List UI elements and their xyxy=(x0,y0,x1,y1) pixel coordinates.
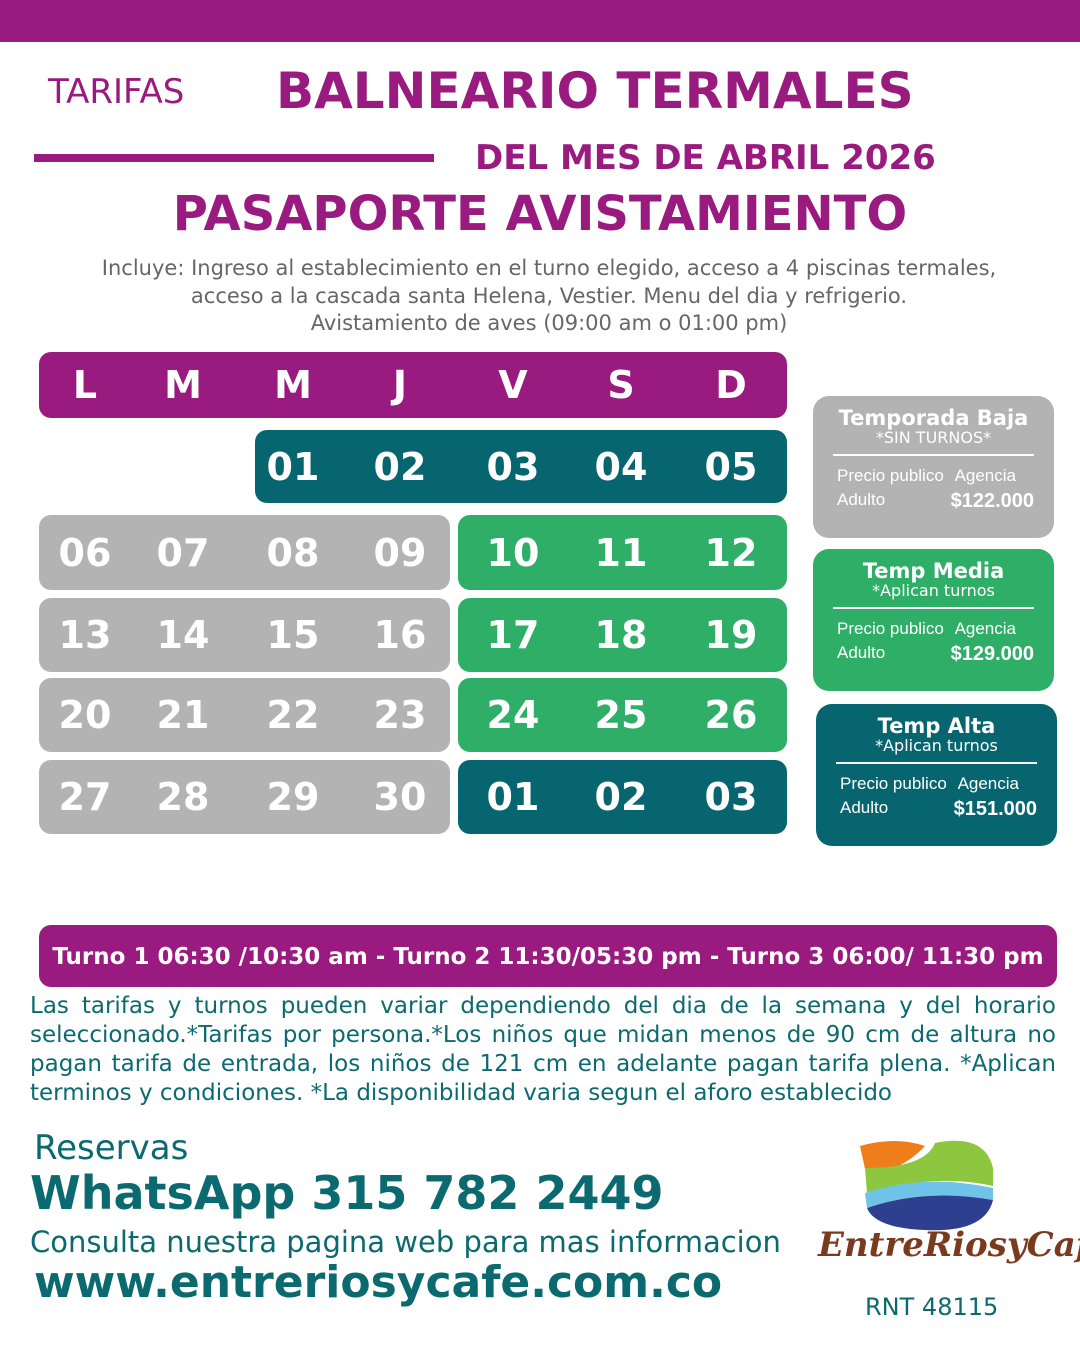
calendar-day[interactable]: 02 xyxy=(594,775,648,819)
calendar-day[interactable]: 01 xyxy=(266,444,320,489)
col-label: Precio publico xyxy=(840,774,947,793)
weekday-label: V xyxy=(498,363,528,407)
week-segment-baja: 27 28 29 30 xyxy=(39,760,450,834)
calendar-day[interactable]: 04 xyxy=(594,444,648,489)
reservas-label: Reservas xyxy=(34,1128,189,1168)
divider xyxy=(34,154,434,162)
calendar-day[interactable]: 30 xyxy=(373,775,427,819)
calendar-day[interactable]: 03 xyxy=(704,775,758,819)
calendar-day[interactable]: 13 xyxy=(58,613,112,657)
includes-text: Incluye: Ingreso al establecimiento en e… xyxy=(0,255,1080,338)
calendar-day[interactable]: 21 xyxy=(156,693,210,737)
calendar-day[interactable]: 17 xyxy=(486,613,540,657)
calendar-day[interactable]: 01 xyxy=(486,775,540,819)
rnt-label: RNT 48115 xyxy=(865,1293,999,1321)
calendar-day[interactable]: 22 xyxy=(266,693,320,737)
season-note: *SIN TURNOS* xyxy=(875,428,992,447)
top-bar xyxy=(0,0,1080,42)
price-card: Temp Alta *Aplican turnos Precio publico… xyxy=(816,704,1057,846)
whatsapp-number[interactable]: WhatsApp 315 782 2449 xyxy=(30,1166,664,1220)
week-segment-media: 24 25 26 xyxy=(458,678,787,752)
terms-text: Las tarifas y turnos pueden variar depen… xyxy=(30,993,1056,1106)
calendar-day[interactable]: 06 xyxy=(58,530,112,575)
calendar-day[interactable]: 28 xyxy=(156,775,210,819)
calendar-day[interactable]: 29 xyxy=(266,775,320,819)
week-segment-alta: 01 02 03 04 05 xyxy=(255,430,787,503)
calendar-day[interactable]: 24 xyxy=(486,693,540,737)
calendar-day[interactable]: 23 xyxy=(373,693,427,737)
weekday-label: M xyxy=(164,363,202,407)
tarifas-label: TARIFAS xyxy=(48,72,185,112)
calendar-day[interactable]: 18 xyxy=(594,613,648,657)
plan-title: PASAPORTE AVISTAMIENTO xyxy=(172,186,908,242)
week-segment-media: 17 18 19 xyxy=(458,598,787,672)
includes-line: acceso a la cascada santa Helena, Vestie… xyxy=(190,283,908,308)
calendar-day[interactable]: 02 xyxy=(373,444,427,489)
col-label: Agencia xyxy=(954,466,1016,485)
calendar-day[interactable]: 12 xyxy=(704,530,758,575)
calendar-day[interactable]: 03 xyxy=(486,444,540,489)
category-label: Adulto xyxy=(840,798,889,817)
col-label: Precio publico xyxy=(837,466,944,485)
price-value: $129.000 xyxy=(950,643,1034,665)
consulta-text: Consulta nuestra pagina web para mas inf… xyxy=(30,1225,781,1259)
calendar-day[interactable]: 08 xyxy=(266,530,320,575)
website-link[interactable]: www.entreriosycafe.com.co xyxy=(34,1257,723,1308)
logo xyxy=(855,1138,995,1237)
calendar-day[interactable]: 25 xyxy=(594,693,648,737)
category-label: Adulto xyxy=(837,490,886,509)
logo-text: EntreRiosyCafe xyxy=(818,1225,1080,1265)
calendar-day[interactable]: 05 xyxy=(704,444,758,489)
week-segment-baja: 13 14 15 16 xyxy=(39,598,450,672)
weekday-label: J xyxy=(392,363,408,407)
card-divider xyxy=(833,607,1034,609)
season-note: *Aplican turnos xyxy=(872,581,995,600)
season-title: Temp Alta xyxy=(877,714,996,738)
price-card: Temporada Baja *SIN TURNOS* Precio publi… xyxy=(813,396,1054,538)
page-title: BALNEARIO TERMALES xyxy=(276,62,914,120)
season-title: Temp Media xyxy=(862,559,1005,583)
month-label: DEL MES DE ABRIL 2026 xyxy=(475,138,936,178)
weekday-label: L xyxy=(72,363,98,407)
calendar-day[interactable]: 20 xyxy=(58,693,112,737)
week-segment-baja: 20 21 22 23 xyxy=(39,678,450,752)
calendar-day[interactable]: 16 xyxy=(373,613,427,657)
calendar-day[interactable]: 11 xyxy=(594,530,648,575)
includes-line: Incluye: Ingreso al establecimiento en e… xyxy=(101,256,997,280)
calendar-day[interactable]: 14 xyxy=(156,613,210,657)
col-label: Agencia xyxy=(954,619,1016,638)
calendar-day[interactable]: 19 xyxy=(704,613,758,657)
calendar-day[interactable]: 26 xyxy=(704,693,758,737)
week-segment-media: 10 11 12 xyxy=(458,515,787,590)
card-divider xyxy=(833,454,1034,456)
weekday-label: D xyxy=(715,363,747,407)
season-title: Temporada Baja xyxy=(838,406,1029,430)
calendar-day[interactable]: 10 xyxy=(486,530,540,575)
turnos-banner: Turno 1 06:30 /10:30 am - Turno 2 11:30/… xyxy=(39,925,1057,987)
price-value: $151.000 xyxy=(953,798,1037,820)
card-divider xyxy=(836,762,1037,764)
price-value: $122.000 xyxy=(950,490,1034,512)
week-segment-alta: 01 02 03 xyxy=(458,760,787,834)
includes-line: Avistamiento de aves (09:00 am o 01:00 p… xyxy=(310,311,788,335)
season-note: *Aplican turnos xyxy=(875,736,998,755)
price-card: Temp Media *Aplican turnos Precio public… xyxy=(813,549,1054,691)
week-segment-baja: 06 07 08 09 xyxy=(39,515,450,590)
calendar-day[interactable]: 07 xyxy=(156,530,210,575)
calendar-day[interactable]: 15 xyxy=(266,613,320,657)
calendar-day[interactable]: 27 xyxy=(58,775,112,819)
calendar-day[interactable]: 09 xyxy=(373,530,427,575)
weekday-label: M xyxy=(274,363,312,407)
col-label: Precio publico xyxy=(837,619,944,638)
logo-icon xyxy=(860,1140,993,1231)
category-label: Adulto xyxy=(837,643,886,662)
weekday-label: S xyxy=(607,363,635,407)
col-label: Agencia xyxy=(957,774,1019,793)
